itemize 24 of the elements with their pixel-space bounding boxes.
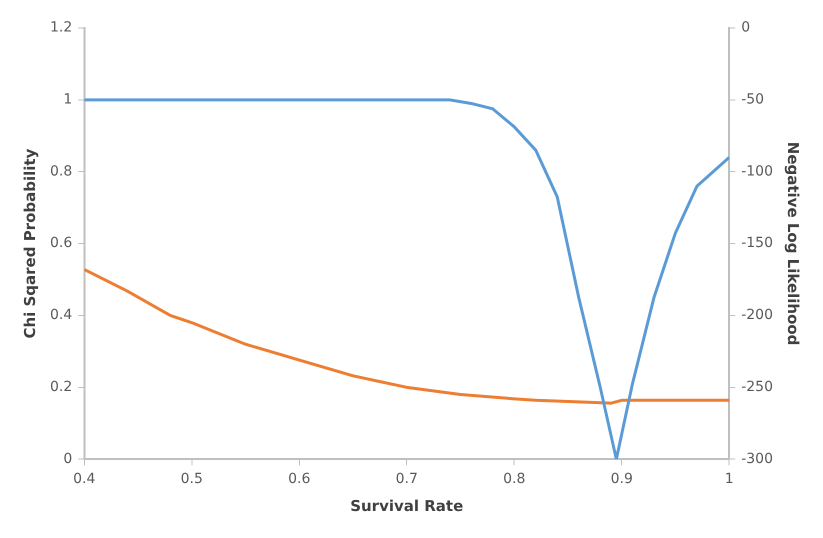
y2-tick-label: -300 <box>741 450 774 467</box>
y2-tick-label: -250 <box>741 378 774 395</box>
y-tick-label: 0 <box>63 450 72 467</box>
x-tick-label: 0.4 <box>73 471 96 488</box>
x-tick-label: 0.9 <box>610 471 633 488</box>
y-tick-label: 0.2 <box>50 378 72 395</box>
x-tick-label: 0.8 <box>503 471 526 488</box>
x-tick-label: 0.6 <box>288 471 310 488</box>
y-tick-label: 0.6 <box>50 235 72 252</box>
x-tick-label: 1 <box>724 471 734 488</box>
x-tick-label: 0.7 <box>396 471 418 488</box>
y-tick-label: 1.2 <box>50 20 72 36</box>
y2-axis-title: Negative Log Likelihood <box>784 142 802 346</box>
y2-tick-label: -100 <box>741 163 774 180</box>
y-axis-title: Chi Sqared Probability <box>20 148 39 339</box>
y2-tick-label: -50 <box>741 92 764 108</box>
y2-tick-label: -150 <box>741 235 774 252</box>
y-tick-label: 0.4 <box>50 307 72 324</box>
x-axis-title: Survival Rate <box>350 496 464 515</box>
y2-tick-label: -200 <box>741 307 774 324</box>
y2-tick-label: 0 <box>741 20 750 36</box>
y-tick-label: 0.8 <box>50 163 72 180</box>
x-tick-label: 0.5 <box>180 471 203 488</box>
y-tick-label: 1 <box>63 92 72 108</box>
